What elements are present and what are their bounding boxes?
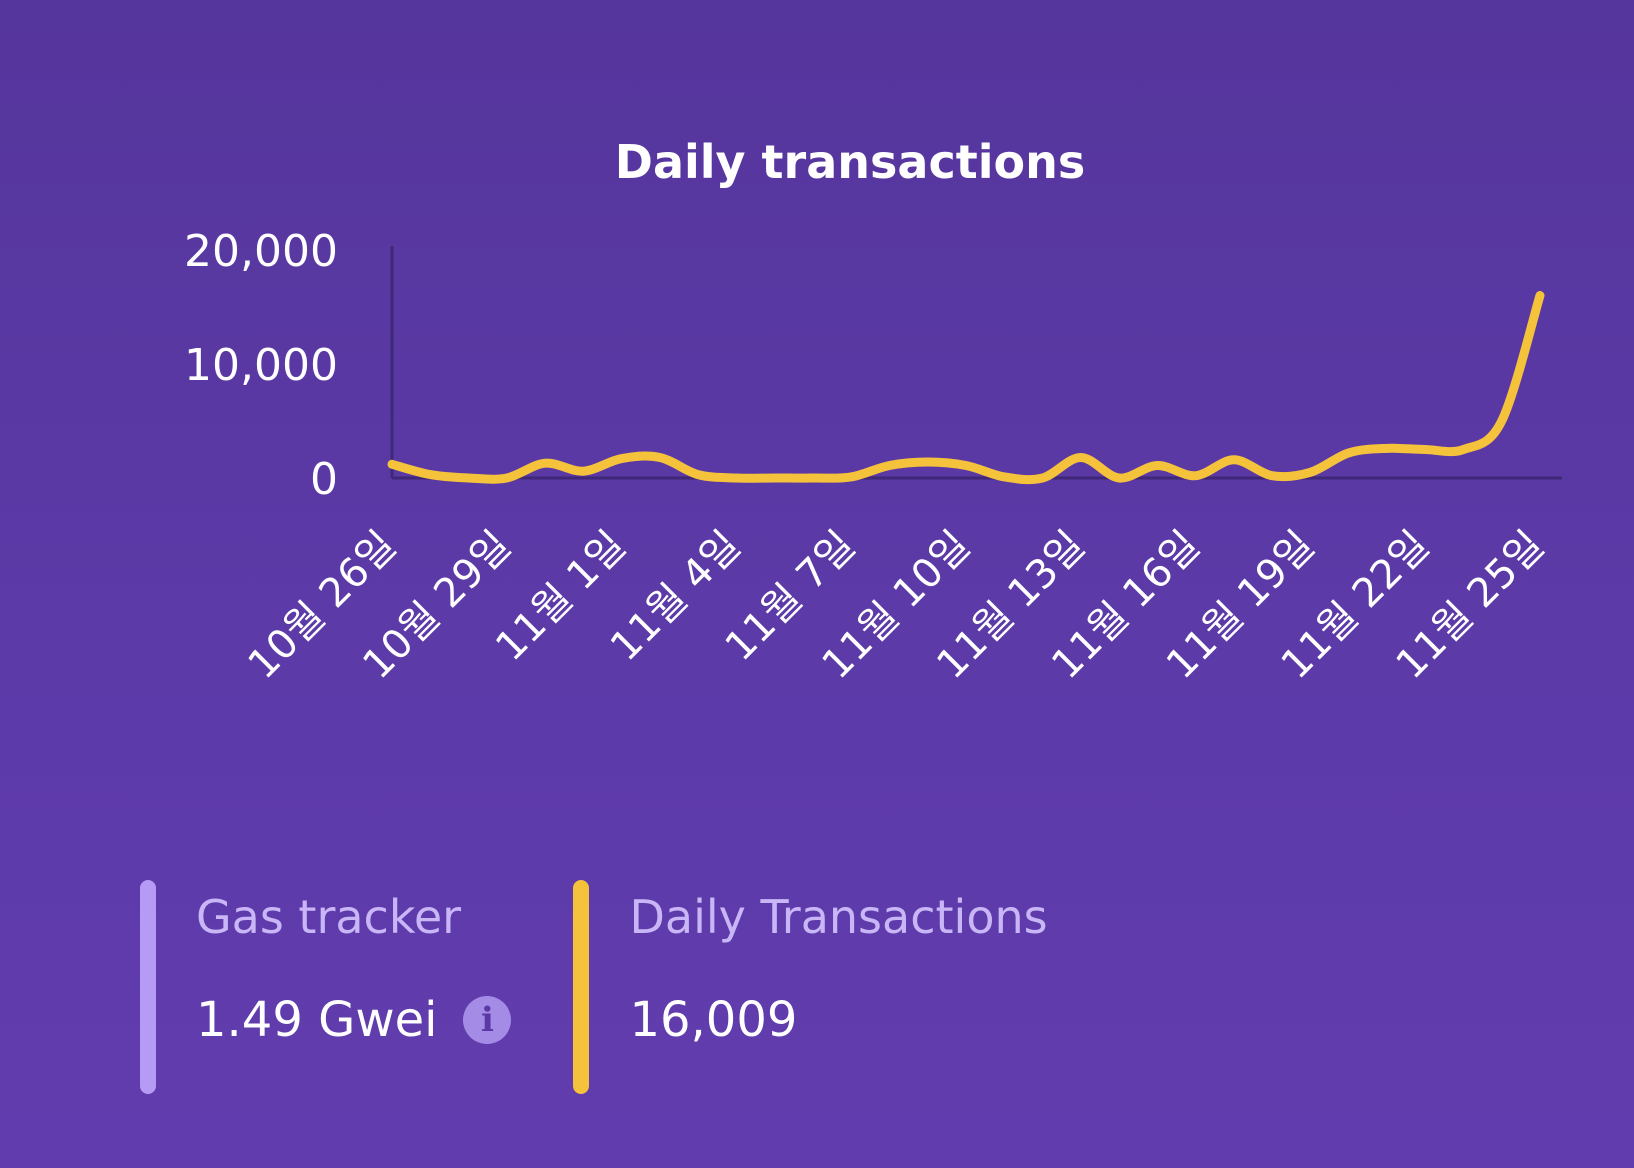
daily-transactions-value: 16,009	[629, 992, 798, 1048]
stats-panel: Gas tracker 1.49 Gwei i Daily Transactio…	[140, 880, 1048, 1100]
series-line-daily-transactions	[387, 291, 1545, 485]
gas-price-value: 1.49 Gwei	[196, 992, 438, 1048]
gas-tracker-label: Gas tracker	[196, 890, 462, 944]
daily-transactions-indicator-bar	[573, 880, 590, 1094]
chart-title: Daily transactions	[615, 135, 1085, 189]
info-icon[interactable]: i	[463, 996, 512, 1044]
daily-transactions-stat[interactable]: Daily Transactions 16,009	[573, 880, 1048, 1100]
gas-tracker-stat[interactable]: Gas tracker 1.49 Gwei i	[140, 880, 512, 1100]
daily-transactions-label: Daily Transactions	[629, 890, 1048, 944]
y-tick-label: 20,000	[184, 226, 338, 277]
y-tick-label: 0	[310, 454, 338, 505]
gas-tracker-indicator-bar	[140, 880, 156, 1094]
y-tick-label: 10,000	[184, 340, 338, 391]
